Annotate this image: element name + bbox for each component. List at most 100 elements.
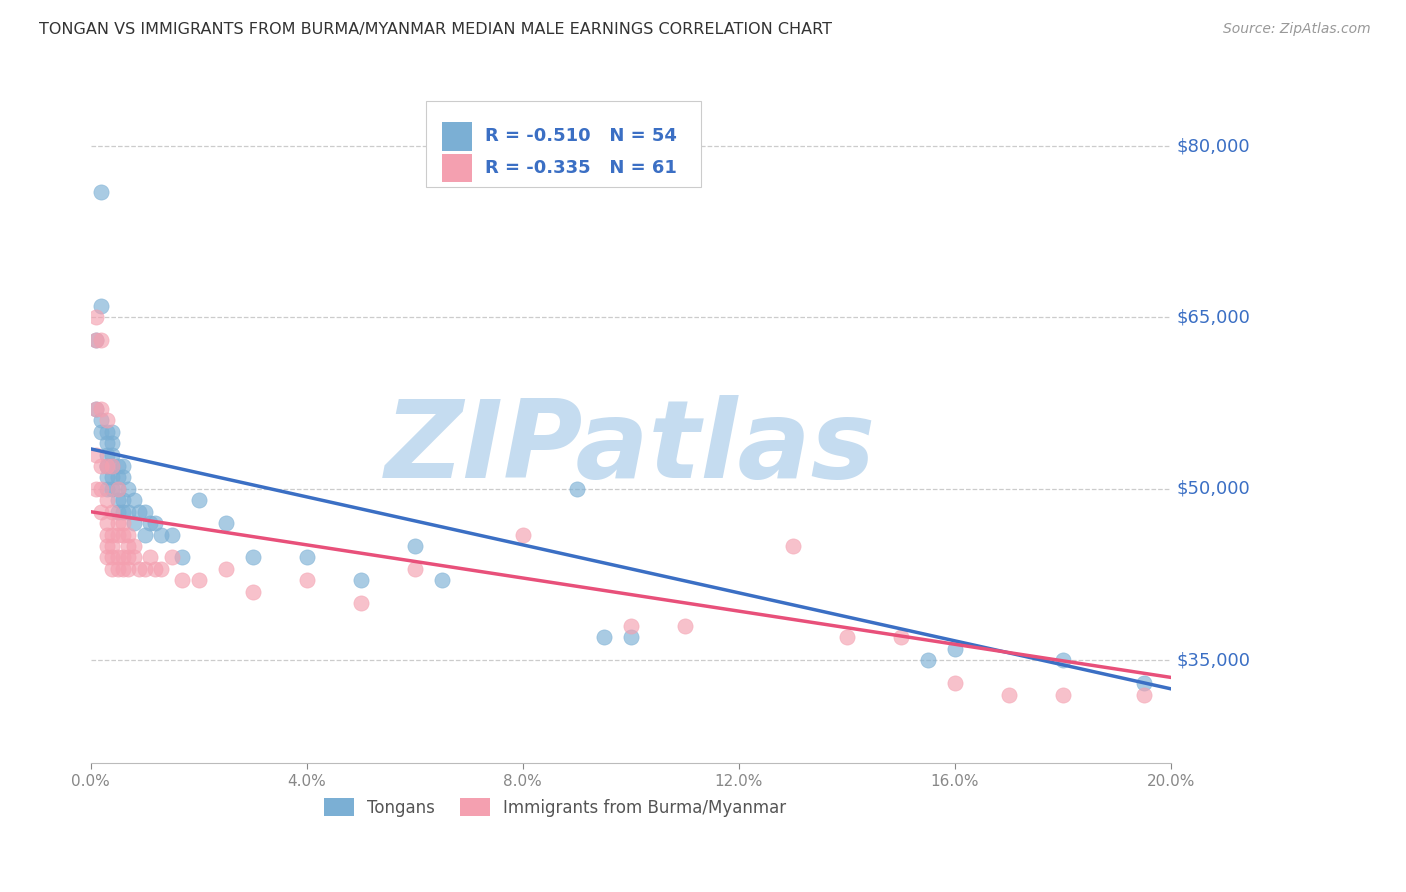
Point	[90, 505, 112, 519]
Point	[112, 527, 135, 541]
Point	[620, 619, 643, 633]
Point	[96, 516, 118, 530]
Point	[96, 425, 118, 439]
Point	[101, 436, 124, 450]
Point	[242, 550, 264, 565]
Point	[117, 539, 139, 553]
Text: $50,000: $50,000	[1177, 480, 1250, 498]
Point	[101, 539, 124, 553]
Point	[1133, 676, 1156, 690]
Point	[90, 401, 112, 416]
Point	[107, 505, 129, 519]
Point	[1052, 688, 1074, 702]
Point	[117, 505, 139, 519]
Point	[187, 493, 209, 508]
Point	[96, 436, 118, 450]
Point	[90, 458, 112, 473]
Point	[96, 470, 118, 484]
Text: R = -0.510   N = 54: R = -0.510 N = 54	[485, 128, 676, 145]
Point	[112, 470, 135, 484]
Point	[112, 493, 135, 508]
Point	[107, 470, 129, 484]
Point	[84, 482, 107, 496]
Point	[101, 448, 124, 462]
Point	[84, 401, 107, 416]
Point	[134, 505, 156, 519]
Point	[917, 653, 939, 667]
Point	[134, 527, 156, 541]
Point	[172, 574, 194, 588]
Point	[90, 413, 112, 427]
Point	[107, 550, 129, 565]
Point	[96, 458, 118, 473]
Point	[84, 333, 107, 347]
Point	[128, 562, 150, 576]
Point	[101, 470, 124, 484]
Point	[295, 550, 318, 565]
Point	[117, 482, 139, 496]
Point	[890, 631, 912, 645]
Point	[107, 482, 129, 496]
Point	[673, 619, 696, 633]
Point	[149, 562, 172, 576]
Point	[107, 516, 129, 530]
Point	[112, 550, 135, 565]
Text: R = -0.335   N = 61: R = -0.335 N = 61	[485, 159, 676, 177]
Point	[122, 539, 145, 553]
Point	[96, 482, 118, 496]
Text: $65,000: $65,000	[1177, 309, 1250, 326]
Point	[122, 516, 145, 530]
Point	[782, 539, 804, 553]
Point	[90, 425, 112, 439]
Point	[160, 527, 183, 541]
Point	[96, 413, 118, 427]
Point	[943, 641, 966, 656]
Text: TONGAN VS IMMIGRANTS FROM BURMA/MYANMAR MEDIAN MALE EARNINGS CORRELATION CHART: TONGAN VS IMMIGRANTS FROM BURMA/MYANMAR …	[39, 22, 832, 37]
Legend: Tongans, Immigrants from Burma/Myanmar: Tongans, Immigrants from Burma/Myanmar	[318, 791, 793, 823]
Point	[112, 505, 135, 519]
FancyBboxPatch shape	[441, 122, 472, 151]
Point	[107, 458, 129, 473]
Point	[1052, 653, 1074, 667]
Point	[84, 333, 107, 347]
Point	[128, 505, 150, 519]
Point	[512, 527, 534, 541]
Point	[998, 688, 1021, 702]
Point	[90, 299, 112, 313]
Point	[84, 401, 107, 416]
Point	[96, 539, 118, 553]
Point	[242, 584, 264, 599]
Point	[122, 493, 145, 508]
Point	[350, 574, 373, 588]
Point	[96, 493, 118, 508]
Point	[172, 550, 194, 565]
Point	[84, 310, 107, 325]
Point	[592, 631, 614, 645]
Point	[160, 550, 183, 565]
Point	[96, 458, 118, 473]
Point	[96, 458, 118, 473]
Point	[214, 516, 236, 530]
Point	[101, 505, 124, 519]
Point	[430, 574, 453, 588]
Point	[404, 562, 426, 576]
Text: $35,000: $35,000	[1177, 651, 1250, 669]
Point	[117, 550, 139, 565]
Point	[96, 527, 118, 541]
Point	[565, 482, 588, 496]
Point	[107, 493, 129, 508]
Point	[90, 482, 112, 496]
Point	[139, 516, 162, 530]
Point	[112, 562, 135, 576]
Point	[404, 539, 426, 553]
Point	[90, 333, 112, 347]
Point	[101, 482, 124, 496]
Text: $80,000: $80,000	[1177, 137, 1250, 155]
Point	[112, 516, 135, 530]
Point	[107, 482, 129, 496]
Point	[117, 527, 139, 541]
FancyBboxPatch shape	[426, 102, 702, 187]
Point	[1133, 688, 1156, 702]
Point	[187, 574, 209, 588]
Point	[122, 550, 145, 565]
